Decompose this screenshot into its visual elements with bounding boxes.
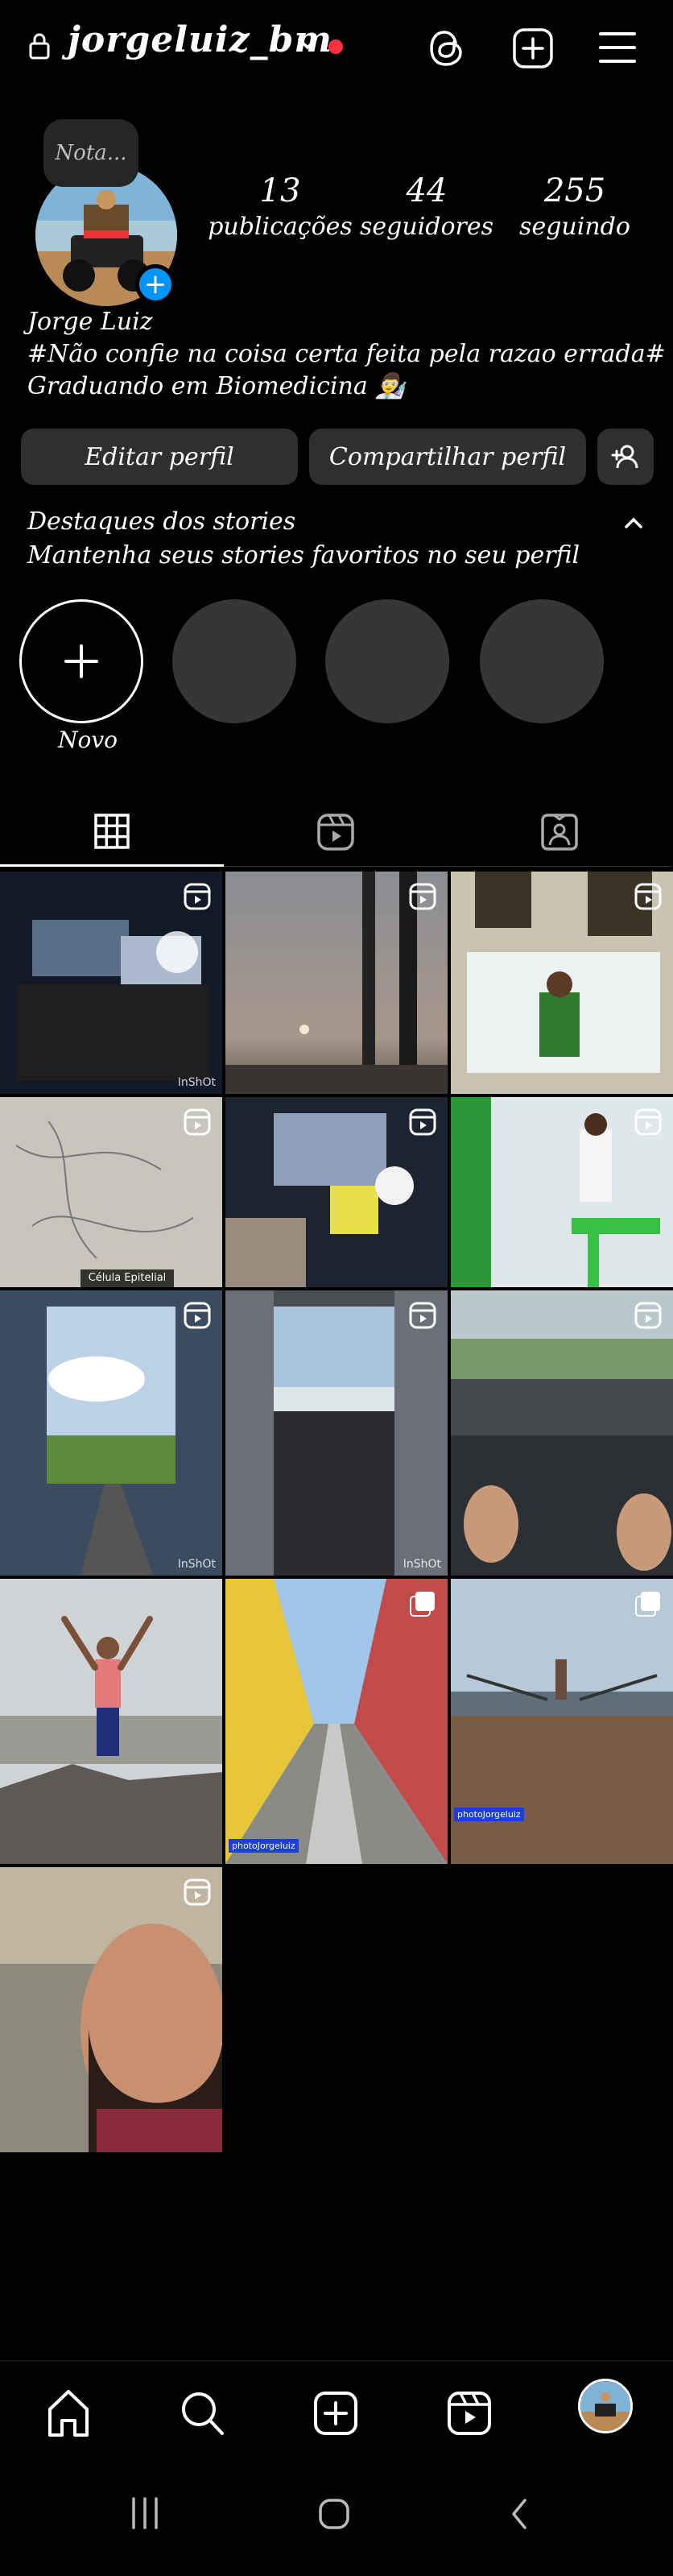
post-caption: Célula Epitelial [81,1269,174,1287]
grid-post[interactable]: Célula Epitelial [0,1097,222,1287]
grid-post[interactable] [451,1097,673,1287]
photo-tag: photoJorgeluiz [454,1808,524,1821]
watermark: InShOt [403,1558,441,1571]
grid-post[interactable] [0,1579,222,1864]
gallery-icon [634,1590,662,1617]
reel-icon [634,1302,662,1329]
home-icon[interactable] [45,2388,92,2438]
grid-post[interactable]: InShOt [0,1290,222,1576]
stat-number: 13 [259,172,301,209]
note-bubble[interactable]: Nota... [43,119,138,187]
highlight-placeholder [480,599,604,723]
home-button-icon[interactable] [317,2497,351,2531]
reel-icon [184,883,211,910]
grid-post[interactable]: InShOt [0,872,222,1094]
grid-post[interactable] [451,1290,673,1576]
search-icon[interactable] [179,2388,225,2438]
tab-tagged[interactable] [448,797,671,867]
menu-icon[interactable] [597,29,638,66]
tagged-icon [540,813,579,851]
share-profile-button[interactable]: Compartilhar perfil [309,429,586,485]
username[interactable]: jorgeluiz_bm [68,19,332,60]
reel-icon [184,1878,211,1906]
system-navigation [0,2465,673,2576]
reel-icon [184,1108,211,1136]
grid-post[interactable] [451,872,673,1094]
grid-icon [93,813,130,850]
notification-dot [328,39,343,54]
stat-number: 255 [543,172,606,209]
reel-icon [409,1108,436,1136]
profile-avatar[interactable] [578,2379,633,2433]
plus-icon [63,643,100,680]
stat-followers[interactable]: 44 seguidores [346,172,507,241]
reel-icon [634,883,662,910]
highlights-subtitle: Mantenha seus stories favoritos no seu p… [27,541,580,569]
top-header: jorgeluiz_bm [0,0,673,97]
tab-reels[interactable] [224,797,448,867]
stat-label: publicações [208,213,353,241]
discover-people-button[interactable] [597,429,654,485]
back-icon[interactable] [507,2497,531,2531]
tab-posts[interactable] [0,797,224,867]
stat-number: 44 [406,172,448,209]
grid-post[interactable]: InShOt [225,1290,448,1576]
recent-apps-icon[interactable] [129,2495,161,2531]
highlight-placeholder [325,599,449,723]
reel-icon [634,1108,662,1136]
chevron-down-icon[interactable] [296,35,319,52]
reel-icon [409,1302,436,1329]
reel-icon [409,883,436,910]
grid-post[interactable]: photoJorgeluiz [451,1579,673,1864]
grid-post[interactable] [225,872,448,1094]
grid-post[interactable]: photoJorgeluiz [225,1579,448,1864]
new-highlight-button[interactable] [19,599,143,723]
create-icon[interactable] [512,27,554,69]
grid-post[interactable] [225,1097,448,1287]
bio-line: #Não confie na coisa certa feita pela ra… [27,340,666,368]
bio-line: Graduando em Biomedicina 👨‍🔬 [27,372,406,400]
stat-following[interactable]: 255 seguindo [494,172,655,241]
reel-icon [184,1302,211,1329]
display-name: Jorge Luiz [27,308,153,336]
create-icon[interactable] [312,2388,359,2438]
new-highlight-label: Novo [58,727,118,753]
reels-icon [316,813,355,851]
add-story-icon[interactable]: + [135,264,175,304]
stat-posts[interactable]: 13 publicações [200,172,361,241]
edit-profile-button[interactable]: Editar perfil [21,429,298,485]
gallery-icon [409,1590,436,1617]
highlight-placeholder [172,599,296,723]
watermark: InShOt [177,1558,216,1571]
highlights-title: Destaques dos stories [27,507,296,536]
threads-icon[interactable] [427,27,467,69]
bottom-navigation [0,2360,673,2465]
watermark: InShOt [177,1076,216,1089]
stat-label: seguidores [359,213,494,241]
reels-icon[interactable] [446,2388,493,2438]
stat-label: seguindo [519,213,630,241]
grid-post[interactable] [0,1867,222,2152]
lock-icon [29,32,50,60]
add-user-icon [611,444,640,470]
chevron-up-icon[interactable] [623,516,644,530]
bio: Jorge Luiz #Não confie na coisa certa fe… [27,306,666,403]
photo-tag: photoJorgeluiz [229,1839,299,1853]
